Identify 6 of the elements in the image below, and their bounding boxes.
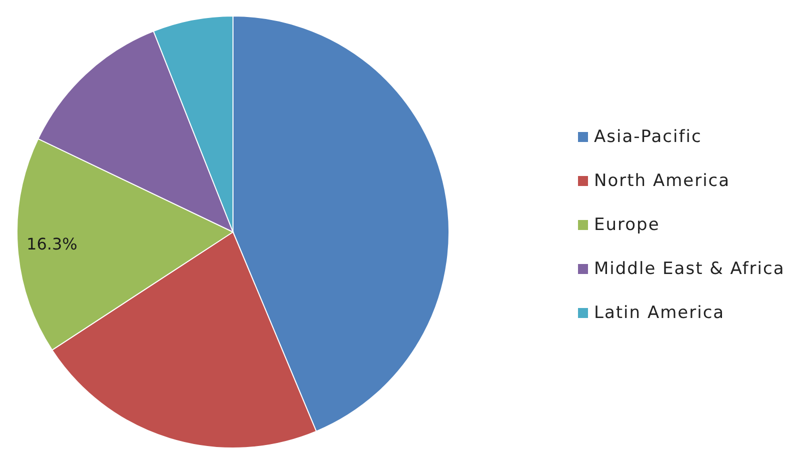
legend-label: Asia-Pacific <box>594 127 702 147</box>
legend-label: North America <box>594 171 730 191</box>
legend-label: Europe <box>594 215 660 235</box>
data-label: 16.3% <box>26 234 78 254</box>
legend-label: Latin America <box>594 303 725 323</box>
legend-label: Middle East & Africa <box>594 259 785 279</box>
